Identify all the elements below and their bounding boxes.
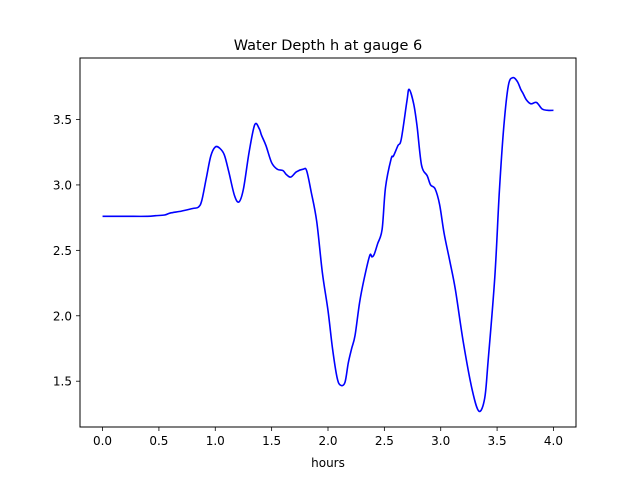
- x-axis-label: hours: [311, 456, 345, 470]
- y-tick-label: 3.0: [53, 178, 72, 192]
- x-tick-label: 0.0: [93, 434, 112, 448]
- y-tick-label: 2.5: [53, 244, 72, 258]
- x-tick-label: 3.5: [488, 434, 507, 448]
- x-tick-label: 1.5: [262, 434, 281, 448]
- y-axis: 1.5 2.0 2.5 3.0 3.5: [53, 113, 80, 389]
- plot-frame: [79, 57, 577, 428]
- chart-title: Water Depth h at gauge 6: [234, 38, 422, 54]
- x-axis: 0.0 0.5 1.0 1.5 2.0 2.5 3.0 3.5 4.0: [93, 427, 563, 448]
- y-tick-label: 1.5: [53, 375, 72, 389]
- data-layer: [102, 76, 554, 413]
- x-tick-label: 2.5: [375, 434, 394, 448]
- x-tick-label: 1.0: [206, 434, 225, 448]
- x-tick-label: 0.5: [149, 434, 168, 448]
- water-depth-line: [102, 76, 554, 413]
- y-tick-label: 3.5: [53, 113, 72, 127]
- y-tick-label: 2.0: [53, 309, 72, 323]
- x-tick-label: 2.0: [318, 434, 337, 448]
- x-tick-label: 4.0: [544, 434, 563, 448]
- x-tick-label: 3.0: [431, 434, 450, 448]
